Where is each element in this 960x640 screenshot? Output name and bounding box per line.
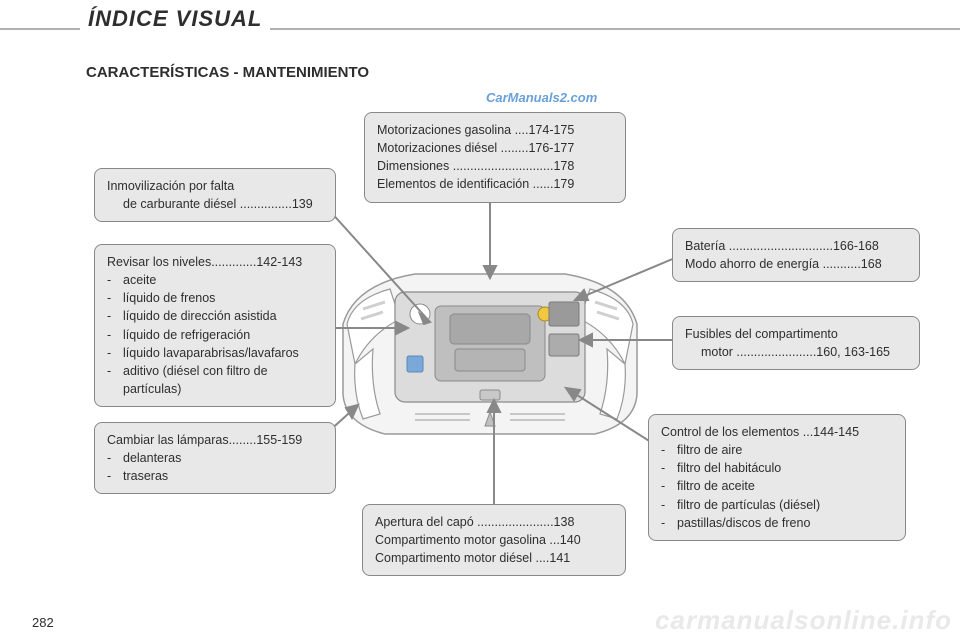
text: Motorizaciones diésel ........176-177 [377,139,613,157]
callout-apertura-capo: Apertura del capó ......................… [362,504,626,576]
callout-revisar-niveles: Revisar los niveles.............142-143 … [94,244,336,407]
text: Compartimento motor diésel ....141 [375,549,613,567]
watermark-bottom: carmanualsonline.info [655,605,952,636]
engine-bay-illustration [335,264,645,439]
page-number: 282 [32,615,54,630]
text: Revisar los niveles.............142-143 [107,253,323,271]
text: Motorizaciones gasolina ....174-175 [377,121,613,139]
watermark-top: CarManuals2.com [486,90,597,105]
text: Elementos de identificación ......179 [377,175,613,193]
callout-control-elementos: Control de los elementos ...144-145 -fil… [648,414,906,541]
list-item: partículas) [107,380,323,398]
text: Inmovilización por falta [107,177,323,195]
list-item: aceite [123,271,156,289]
list-item: pastillas/discos de freno [677,514,810,532]
text: Fusibles del compartimento [685,325,907,343]
text: Cambiar las lámparas........155-159 [107,431,323,449]
list-item: filtro del habitáculo [677,459,781,477]
text: Compartimento motor gasolina ...140 [375,531,613,549]
text: Control de los elementos ...144-145 [661,423,893,441]
list-item: filtro de aire [677,441,742,459]
text: Modo ahorro de energía ...........168 [685,255,907,273]
list-item: aditivo (diésel con filtro de [123,362,268,380]
callout-fusibles: Fusibles del compartimento motor .......… [672,316,920,370]
list-item: líquido de frenos [123,289,215,307]
list-item: traseras [123,467,168,485]
text: motor .......................160, 163-16… [685,343,907,361]
page-subtitle: CARACTERÍSTICAS - MANTENIMIENTO [86,64,369,81]
list-item: líquido de dirección asistida [123,307,277,325]
list-item: delanteras [123,449,181,467]
page-header: ÍNDICE VISUAL [80,6,270,32]
list-item: filtro de aceite [677,477,755,495]
text: Apertura del capó ......................… [375,513,613,531]
callout-cambiar-lamparas: Cambiar las lámparas........155-159 -del… [94,422,336,494]
list-item: líquido lavaparabrisas/lavafaros [123,344,299,362]
text: Batería ..............................16… [685,237,907,255]
callout-bateria: Batería ..............................16… [672,228,920,282]
list-item: filtro de partículas (diésel) [677,496,820,514]
callout-motorizaciones: Motorizaciones gasolina ....174-175 Moto… [364,112,626,203]
text: Dimensiones ............................… [377,157,613,175]
list-item: líquido de refrigeración [123,326,250,344]
text: de carburante diésel ...............139 [107,195,323,213]
callout-inmovilizacion: Inmovilización por falta de carburante d… [94,168,336,222]
